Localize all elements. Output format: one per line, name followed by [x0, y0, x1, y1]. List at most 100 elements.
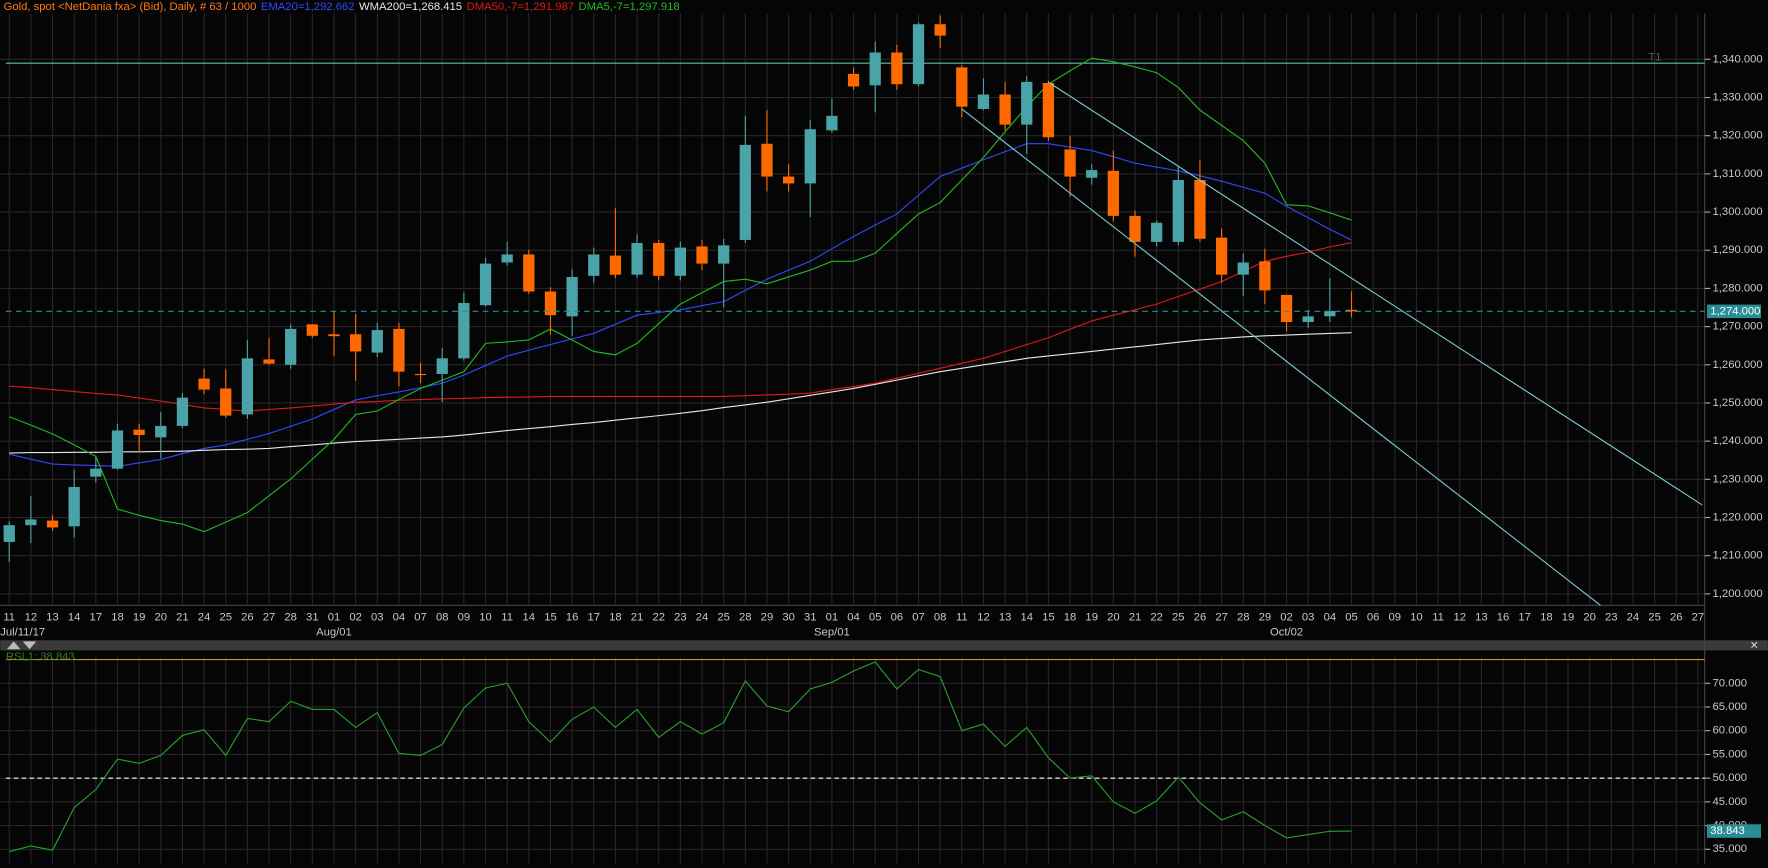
x-tick-label: 01 [328, 612, 341, 624]
last-price-box [1706, 824, 1762, 838]
candle-body [436, 358, 448, 374]
x-tick-label: 08 [934, 612, 947, 624]
candle-body [847, 73, 860, 87]
y-tick-label: 1,280.000 [1713, 282, 1763, 294]
x-tick-label: 19 [133, 612, 146, 624]
x-tick-label: 18 [609, 612, 622, 624]
x-tick-label: 28 [284, 612, 297, 624]
y-tick-label: 1,340.000 [1713, 53, 1763, 65]
x-tick-label: 13 [999, 612, 1012, 624]
x-tick-label: 21 [631, 612, 644, 624]
y-tick-label: 45.000 [1713, 796, 1747, 808]
candle-body [349, 334, 362, 352]
y-tick-label: 1,230.000 [1713, 473, 1763, 485]
y-tick-label: 60.000 [1713, 725, 1747, 737]
candle-body [479, 263, 492, 306]
candle-body [1151, 222, 1163, 242]
x-tick-label: 22 [1150, 612, 1163, 624]
candle-body [1129, 215, 1141, 242]
indicator-line [9, 57, 1352, 533]
x-tick-label: 14 [68, 612, 81, 624]
x-tick-label: 10 [1410, 612, 1423, 624]
y-tick-label: 55.000 [1713, 748, 1747, 760]
y-tick-label: 1,220.000 [1713, 512, 1763, 524]
candle-body [631, 243, 643, 275]
rsi-line [9, 661, 1352, 853]
close-panel[interactable]: × [1750, 638, 1758, 653]
y-tick-label: 1,330.000 [1713, 92, 1763, 104]
candle-body [891, 52, 903, 85]
candle-body [46, 520, 59, 528]
x-tick-label: 02 [1280, 612, 1293, 624]
candle-body [1021, 81, 1033, 125]
x-tick-label: 17 [90, 612, 103, 624]
x-tick-label: 24 [198, 612, 211, 624]
x-tick-label: 27 [263, 612, 276, 624]
candle-body [25, 519, 37, 526]
candle-body [1042, 83, 1055, 138]
candle-body [1237, 262, 1249, 275]
x-tick-label: 14 [1020, 612, 1033, 624]
candle-body [544, 291, 557, 316]
x-tick-label: 12 [1453, 612, 1466, 624]
x-major-label: Jul/11/17 [0, 626, 45, 638]
candle-body [458, 302, 470, 359]
x-major-label: Sep/01 [814, 626, 850, 638]
candle-body [1194, 180, 1206, 239]
x-tick-label: 08 [436, 612, 449, 624]
trend-line [1048, 81, 1703, 506]
x-tick-label: 04 [847, 612, 860, 624]
x-tick-label: 22 [652, 612, 665, 624]
candle-body [133, 429, 145, 436]
candle-body [1107, 170, 1119, 216]
y-tick-label: 50.000 [1713, 772, 1747, 784]
panel-title: RSI,1: 38.843 [6, 651, 75, 663]
x-tick-label: 16 [1497, 612, 1510, 624]
x-tick-label: 31 [306, 612, 319, 624]
x-tick-label: 18 [1540, 612, 1553, 624]
candle-body [1324, 310, 1336, 317]
x-tick-label: 15 [544, 612, 557, 624]
last-price-box [1706, 304, 1762, 319]
candle-body [739, 144, 751, 240]
x-tick-label: 29 [1259, 612, 1272, 624]
candle-body [3, 525, 15, 542]
resize-arrows[interactable] [6, 641, 37, 650]
candle-body [674, 247, 687, 276]
candle-body [1302, 316, 1314, 323]
x-tick-label: 20 [1107, 612, 1120, 624]
indicator-line [9, 332, 1352, 454]
y-tick-label: 1,200.000 [1713, 588, 1763, 600]
candle-body [1259, 261, 1271, 291]
last-price-label: 38.843 [1710, 825, 1744, 837]
reference-label: T1 [1648, 52, 1661, 64]
y-tick-label: 65.000 [1713, 701, 1747, 713]
legend: Gold, spot <NetDania fxa> (Bid), Daily, … [4, 1, 680, 13]
x-tick-label: 20 [1583, 612, 1596, 624]
indicator-line [9, 143, 1352, 467]
y-tick-label: 1,290.000 [1713, 244, 1763, 256]
x-tick-label: 11 [1432, 612, 1444, 624]
x-tick-label: 14 [523, 612, 536, 624]
candle-body [912, 24, 925, 85]
candle-body [263, 359, 275, 364]
x-tick-label: 25 [1172, 612, 1185, 624]
panel-separator [0, 640, 1768, 651]
candle-body [609, 255, 622, 275]
legend-entry: EMA20=1,292.662 [261, 1, 355, 13]
x-tick-label: 17 [1518, 612, 1531, 624]
candle-body [761, 143, 773, 177]
x-tick-label: 28 [1237, 612, 1250, 624]
x-tick-label: 13 [46, 612, 59, 624]
candle-body [718, 245, 730, 264]
legend-entry: DMA50,-7=1,291.987 [467, 1, 574, 13]
x-tick-label: 11 [3, 612, 15, 624]
x-tick-label: 04 [1324, 612, 1337, 624]
x-tick-label: 09 [1389, 612, 1402, 624]
y-tick-label: 1,250.000 [1713, 397, 1763, 409]
candle-body [328, 334, 340, 337]
candle-body [68, 486, 80, 527]
candle-body [523, 254, 535, 292]
x-tick-label: 13 [1475, 612, 1488, 624]
